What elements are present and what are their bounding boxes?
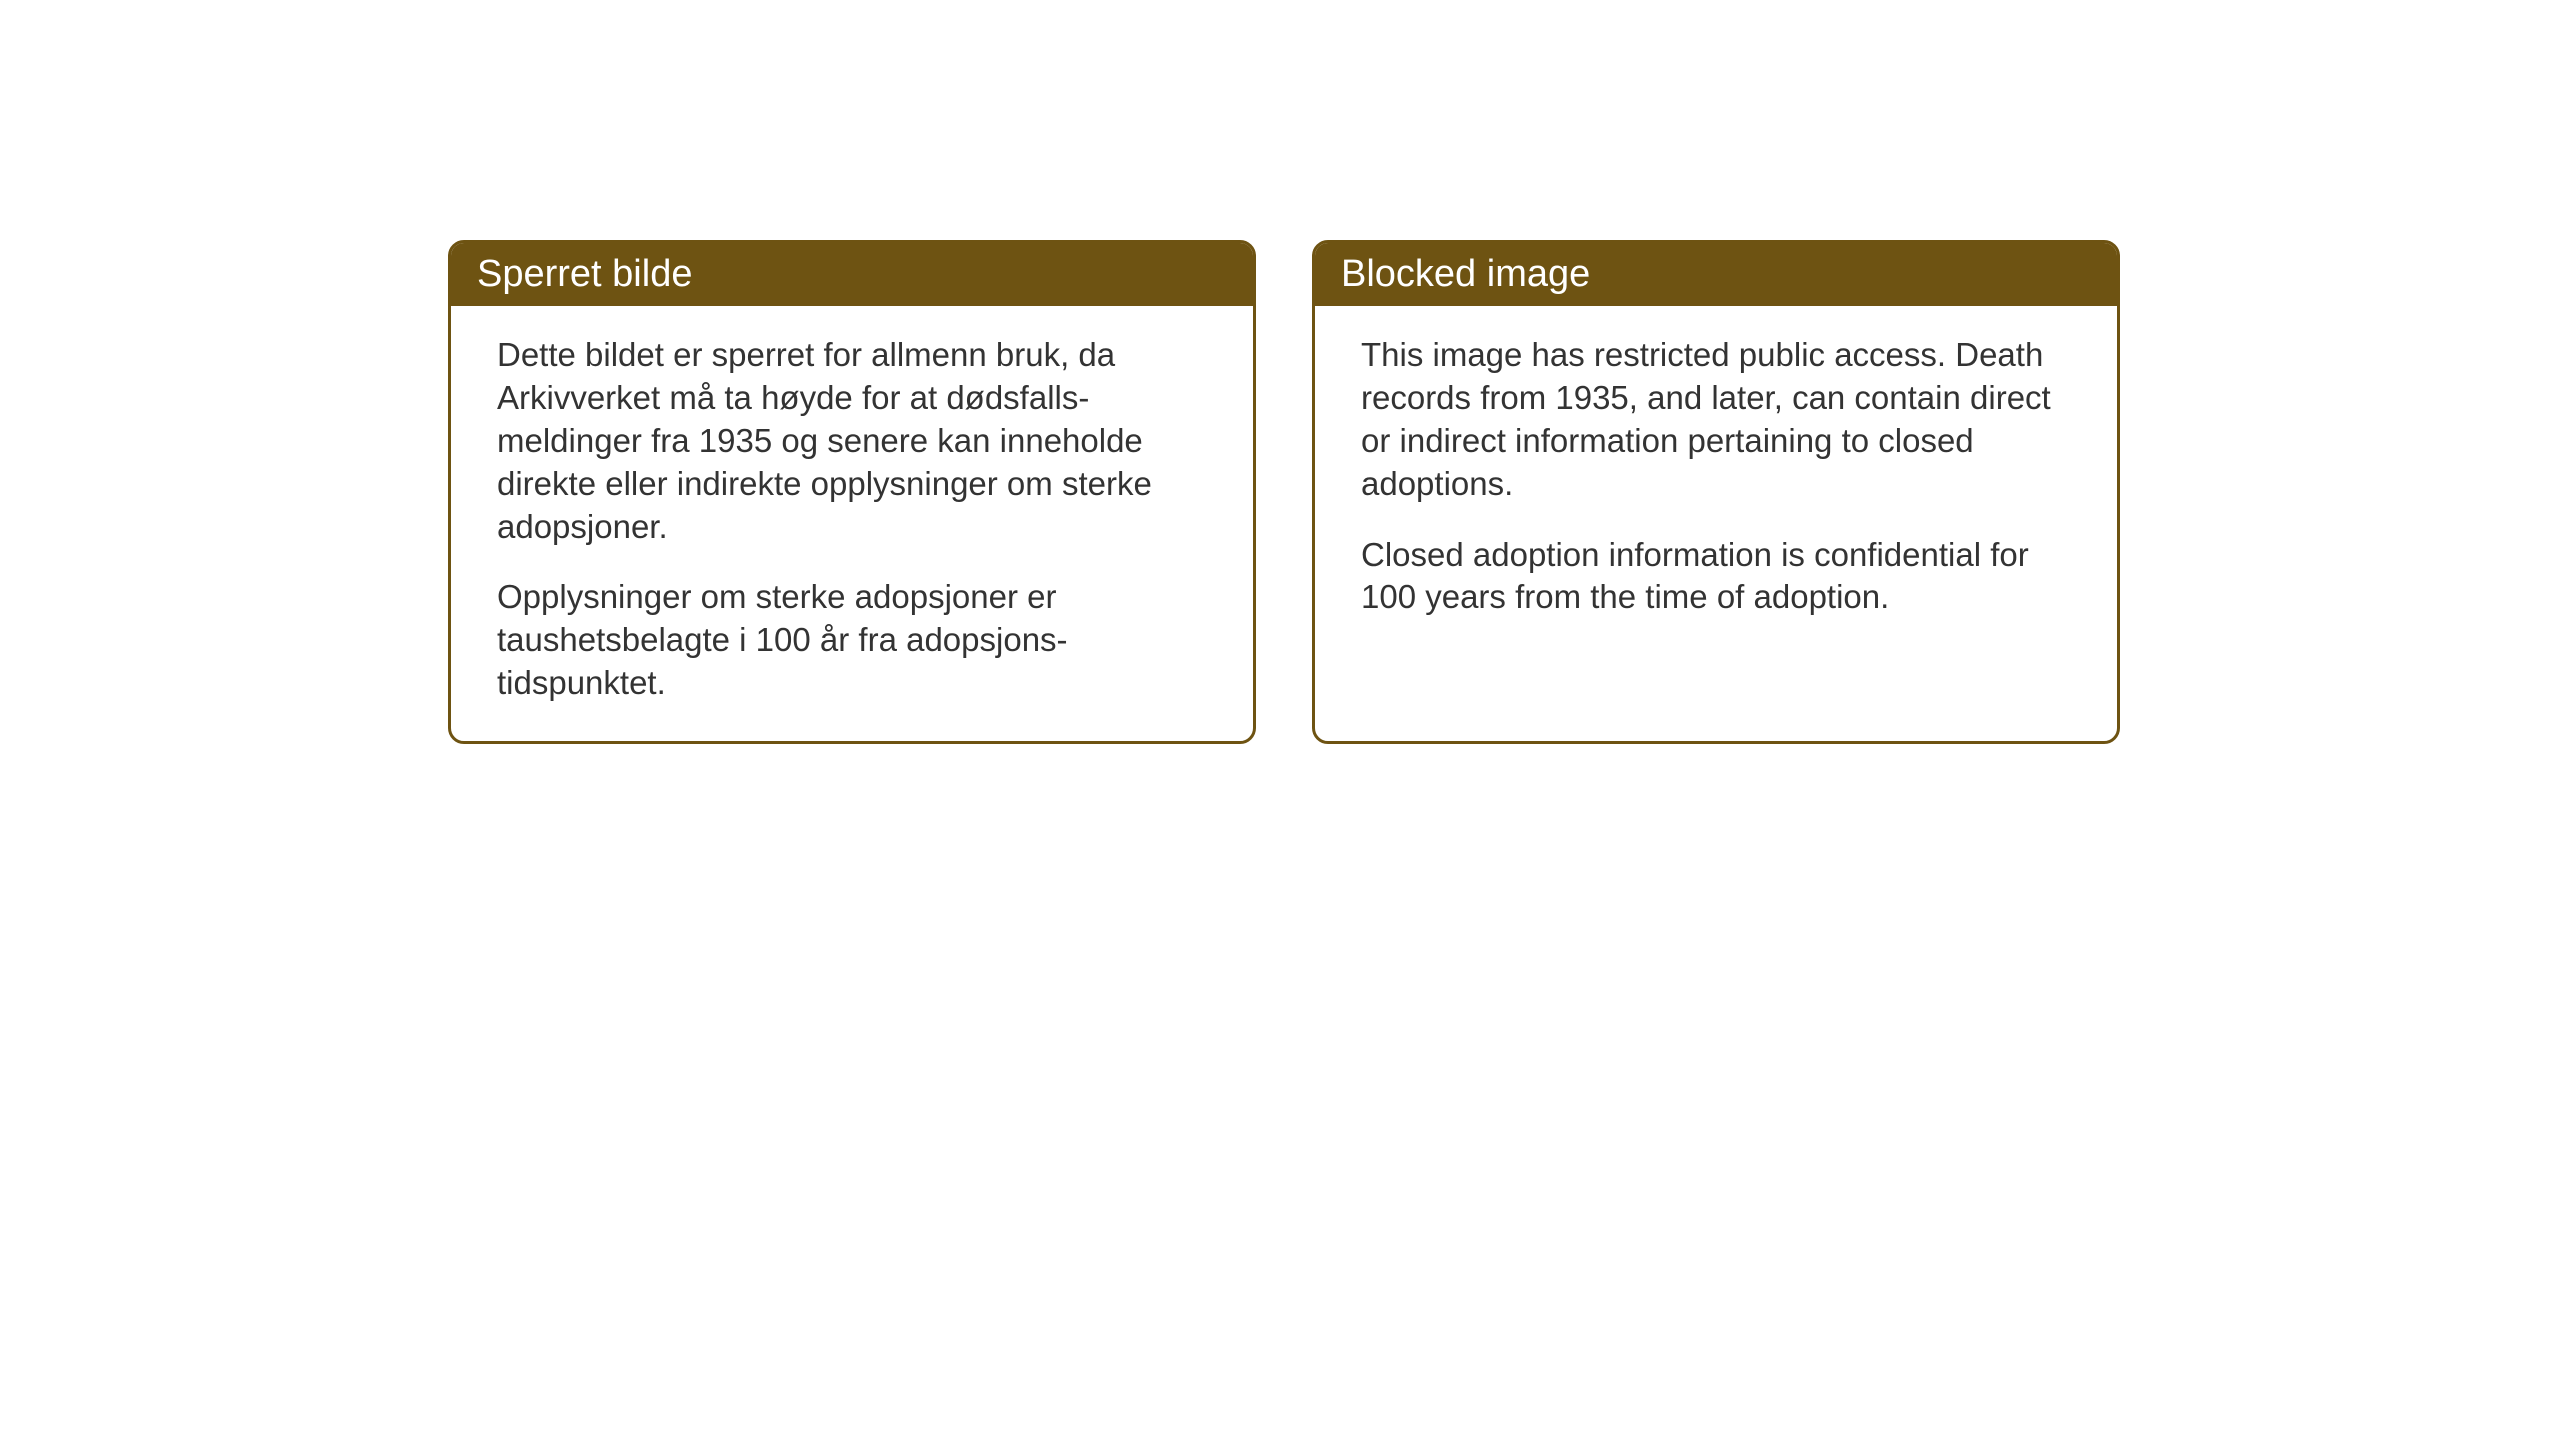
notice-header-english: Blocked image: [1315, 243, 2117, 306]
notice-body-english: This image has restricted public access.…: [1315, 306, 2117, 655]
notice-title-norwegian: Sperret bilde: [477, 253, 692, 295]
notice-paragraph-1-norwegian: Dette bildet er sperret for allmenn bruk…: [497, 334, 1207, 548]
notice-header-norwegian: Sperret bilde: [451, 243, 1253, 306]
notice-box-norwegian: Sperret bilde Dette bildet er sperret fo…: [448, 240, 1256, 744]
notice-paragraph-2-norwegian: Opplysninger om sterke adopsjoner er tau…: [497, 576, 1207, 705]
notice-paragraph-1-english: This image has restricted public access.…: [1361, 334, 2071, 506]
notice-container: Sperret bilde Dette bildet er sperret fo…: [448, 240, 2120, 744]
notice-body-norwegian: Dette bildet er sperret for allmenn bruk…: [451, 306, 1253, 741]
notice-box-english: Blocked image This image has restricted …: [1312, 240, 2120, 744]
notice-title-english: Blocked image: [1341, 253, 1590, 295]
notice-paragraph-2-english: Closed adoption information is confident…: [1361, 534, 2071, 620]
